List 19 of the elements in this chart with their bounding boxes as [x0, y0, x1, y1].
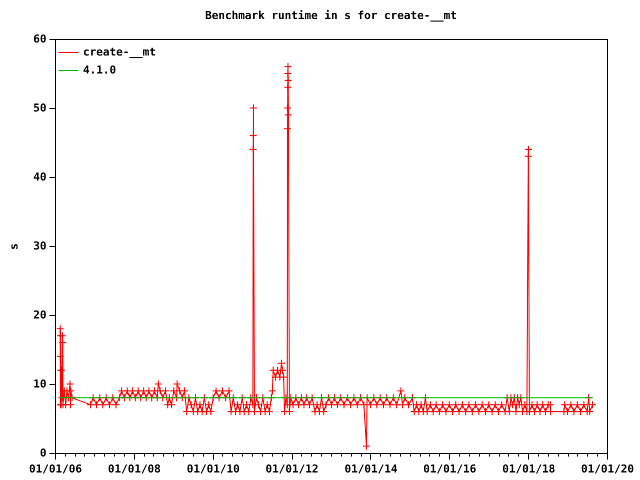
x-tick-label: 01/01/18	[502, 462, 556, 476]
legend-label: create-__mt	[83, 46, 156, 58]
y-tick-label: 40	[33, 170, 46, 184]
y-tick-label: 60	[33, 32, 46, 46]
x-tick-label: 01/01/08	[108, 462, 161, 476]
y-tick-label: 10	[33, 378, 46, 390]
legend-label: 4.1.0	[83, 64, 116, 76]
y-tick-label: 50	[33, 102, 46, 114]
x-tick-label: 01/01/14	[344, 462, 398, 476]
x-tick-label: 01/01/20	[581, 462, 634, 476]
x-tick-label: 01/01/16	[423, 462, 477, 476]
chart-title: Benchmark runtime in s for create-__mt	[205, 9, 457, 22]
y-tick-label: 0	[40, 446, 46, 460]
x-tick-label: 01/01/12	[266, 462, 319, 476]
x-tick-label: 01/01/06	[29, 462, 82, 476]
y-axis-title: s	[8, 243, 20, 250]
x-tick-label: 01/01/10	[186, 462, 240, 476]
y-tick-label: 30	[33, 240, 46, 252]
y-tick-label: 20	[33, 308, 46, 322]
